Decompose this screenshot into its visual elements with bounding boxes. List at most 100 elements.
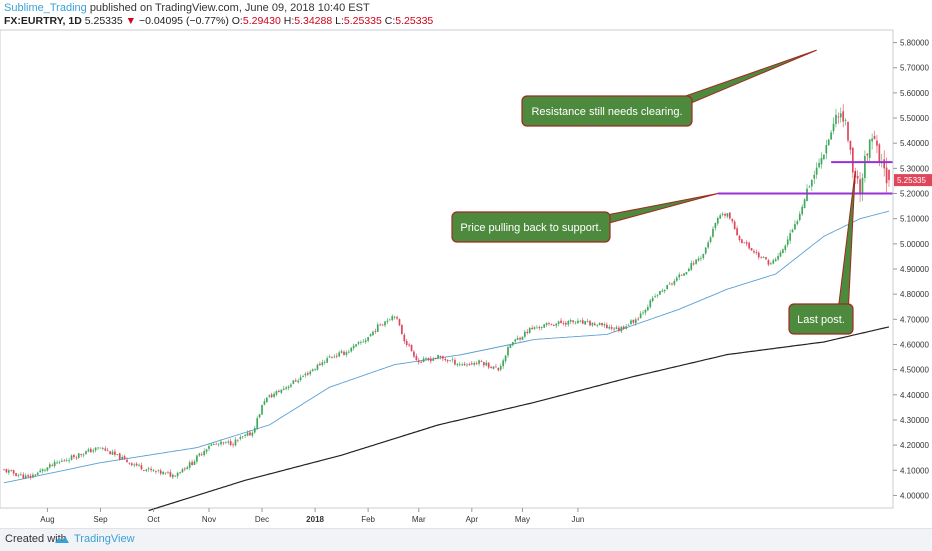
- candle-body: [27, 475, 29, 477]
- candle-body: [102, 448, 104, 449]
- candle-body: [388, 319, 391, 321]
- candle-body: [425, 358, 427, 360]
- candle-body: [466, 364, 468, 366]
- candle-body: [719, 215, 722, 219]
- candle-body: [357, 342, 360, 344]
- candle-body: [89, 448, 92, 453]
- candle-body: [106, 450, 109, 452]
- candle-body: [499, 366, 502, 370]
- created-with-label: Created with: [5, 533, 67, 545]
- candle-body: [729, 212, 731, 219]
- candle-body: [593, 323, 596, 326]
- candle-body: [367, 337, 369, 341]
- symbol-info: FX:EURTRY, 1D 5.25335 ▼ −0.04095 (−0.77%…: [4, 15, 433, 27]
- candle-body: [572, 320, 574, 323]
- candle-body: [437, 354, 439, 359]
- candle-body: [827, 139, 830, 146]
- x-tick-label: Mar: [412, 515, 426, 524]
- candle-body: [311, 369, 314, 372]
- candle-body: [179, 472, 181, 473]
- candle-body: [610, 327, 613, 329]
- candle-body: [514, 339, 517, 342]
- candle-body: [152, 470, 155, 471]
- candle-body: [620, 326, 623, 332]
- y-tick-label: 4.80000: [900, 290, 929, 299]
- candle-body: [647, 306, 649, 311]
- candle-body: [842, 111, 845, 122]
- open-label: O:: [231, 15, 243, 27]
- candle-body: [333, 356, 336, 358]
- candle-body: [810, 179, 813, 187]
- candle-body: [577, 320, 579, 324]
- candle-body: [528, 327, 531, 334]
- candle-body: [861, 177, 864, 193]
- candle-body: [675, 277, 678, 281]
- candle-body: [726, 213, 729, 217]
- candle-body: [319, 363, 321, 366]
- candle-body: [68, 460, 70, 462]
- candle-body: [456, 364, 459, 365]
- candle-body: [176, 472, 179, 477]
- candle-body: [748, 242, 750, 249]
- candle-body: [268, 395, 271, 397]
- candle-body: [70, 455, 73, 460]
- candle-body: [630, 320, 632, 325]
- candle-body: [803, 199, 806, 208]
- candle-body: [61, 460, 63, 462]
- candle-body: [372, 331, 374, 336]
- candle-body: [227, 441, 230, 443]
- ma-fast-line: [3, 210, 890, 484]
- candle-body: [707, 242, 709, 248]
- candle-body: [220, 441, 222, 445]
- candle-body: [200, 454, 203, 456]
- candle-body: [765, 257, 767, 260]
- candle-body: [757, 252, 760, 258]
- candle-body: [750, 247, 753, 251]
- candle-body: [130, 463, 133, 466]
- candle-body: [193, 461, 196, 465]
- candle-body: [876, 140, 878, 146]
- ma-slow-line: [148, 326, 890, 512]
- author-link[interactable]: Sublime_Trading: [4, 2, 87, 14]
- candle-body: [123, 456, 126, 460]
- candle-body: [326, 358, 328, 363]
- candle-body: [417, 360, 420, 363]
- candle-body: [20, 474, 22, 476]
- y-tick-label: 5.70000: [900, 64, 929, 73]
- candle-body: [434, 358, 437, 359]
- candle-body: [150, 468, 152, 471]
- candle-body: [280, 389, 283, 393]
- candle-body: [118, 453, 121, 460]
- candle-body: [654, 296, 656, 298]
- candle-body: [261, 404, 263, 415]
- candle-body: [109, 451, 111, 455]
- candle-body: [92, 450, 95, 452]
- last-price: 5.25335: [84, 15, 123, 27]
- price-chart[interactable]: 5.25335 Resistance still needs clearing.…: [0, 0, 932, 528]
- chart-grid: [0, 29, 894, 509]
- candle-body: [473, 362, 476, 365]
- plot-area: [0, 29, 894, 509]
- candle-body: [883, 159, 886, 169]
- candle-body: [48, 464, 51, 468]
- candle-body: [352, 345, 355, 349]
- candle-body: [695, 259, 697, 264]
- tradingview-link[interactable]: TradingView: [74, 533, 135, 545]
- annotation-box: [451, 211, 611, 243]
- y-tick-label: 5.20000: [900, 190, 929, 199]
- candle-body: [690, 263, 693, 270]
- candle-body: [297, 380, 300, 383]
- candle-body: [302, 376, 304, 377]
- candle-body: [51, 464, 54, 466]
- tradingview-logo-icon[interactable]: [54, 534, 70, 546]
- candle-body: [186, 467, 189, 470]
- high-label: H:: [283, 15, 295, 27]
- candle-body: [246, 432, 249, 436]
- candle-body: [642, 312, 644, 314]
- candle-body: [331, 357, 333, 358]
- candle-body: [627, 324, 630, 326]
- candle-body: [328, 356, 331, 358]
- candle-body: [651, 297, 654, 302]
- last-price-tag: [894, 174, 932, 187]
- candle-body: [374, 330, 377, 332]
